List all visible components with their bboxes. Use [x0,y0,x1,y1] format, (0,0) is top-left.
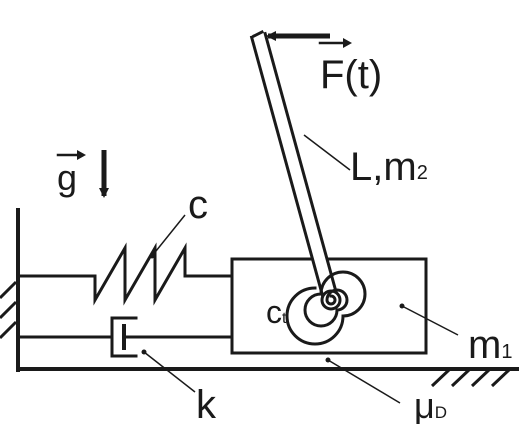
spring-label: k [196,383,217,424]
ground-floor [16,367,519,388]
leader-k [143,351,196,393]
leader-rod [303,134,351,171]
block-label: m1 [468,323,512,367]
damper-label: c [188,183,208,227]
gravity-label: g [56,150,86,198]
pendulum-rod [249,29,340,303]
leader-mu [327,359,401,404]
torsion-spiral-icon [285,270,367,346]
rod-label: L,m2 [350,145,428,189]
gravity-text: g [57,157,77,198]
left-wall [0,208,20,372]
leader-m1 [401,305,459,336]
torsion-label: ct [266,294,287,330]
leader-c [151,214,186,257]
dashpot-element-k [16,316,234,358]
force-label: F(t) [318,38,382,97]
zigzag-element-c [16,242,234,306]
force-text: F(t) [320,53,382,97]
friction-label: μD [414,385,447,424]
